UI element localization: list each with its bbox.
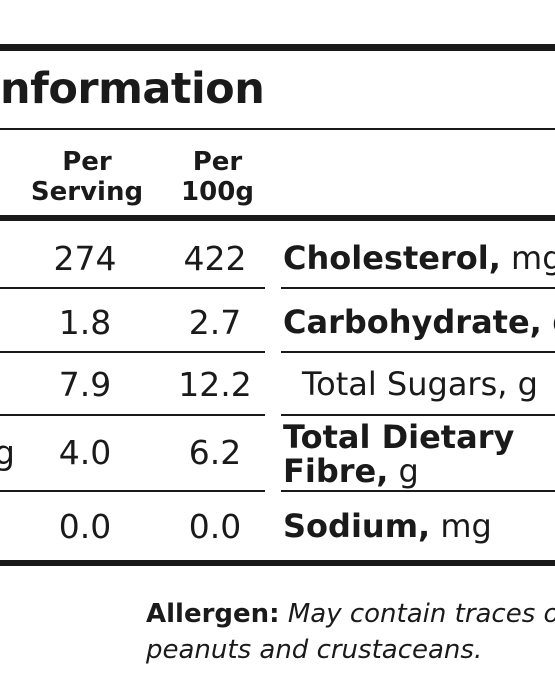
per-100g-header-line1: Per bbox=[192, 147, 243, 177]
sodium-unit: mg bbox=[430, 507, 492, 545]
total-sugars-text: Total Sugars, g bbox=[302, 365, 538, 403]
row4-serving-value: 4.0 bbox=[58, 433, 112, 472]
allergen-text-line1: May contain traces of bbox=[279, 599, 555, 629]
row3-serving-value: 7.9 bbox=[58, 365, 112, 404]
dietary-fibre-name-line1: Total Dietary bbox=[283, 418, 515, 456]
row2-serving-value: 1.8 bbox=[58, 303, 112, 342]
carbohydrate-unit: g bbox=[542, 303, 555, 341]
row4-per100-value: 6.2 bbox=[188, 433, 242, 472]
per-serving-header-line2: Serving bbox=[30, 177, 144, 207]
dietary-fibre-name-line2: Fibre, bbox=[283, 452, 389, 490]
dietary-fibre-label: Total Dietary Fibre, g bbox=[283, 420, 514, 488]
allergen-text-line2: peanuts and crustaceans. bbox=[146, 635, 483, 665]
row-divider-3-left bbox=[0, 414, 265, 416]
row1-per100-value: 422 bbox=[183, 239, 247, 278]
total-sugars-label: Total Sugars, g bbox=[302, 365, 538, 403]
row-divider-1-right bbox=[281, 287, 555, 289]
cholesterol-label: Cholesterol, mg bbox=[283, 239, 555, 277]
row-divider-2-left bbox=[0, 351, 265, 353]
per-100g-header: Per 100g bbox=[170, 147, 265, 207]
row4-partial-label: g bbox=[0, 433, 15, 472]
row-divider-4-left bbox=[0, 490, 265, 492]
dietary-fibre-unit: g bbox=[388, 452, 419, 490]
title-divider bbox=[0, 128, 555, 130]
row-divider-3-right bbox=[281, 414, 555, 416]
row2-per100-value: 2.7 bbox=[188, 303, 242, 342]
row3-per100-value: 12.2 bbox=[178, 365, 252, 404]
row1-serving-value: 274 bbox=[53, 239, 117, 278]
sodium-name: Sodium, bbox=[283, 507, 431, 545]
carbohydrate-label: Carbohydrate, g bbox=[283, 303, 555, 341]
cholesterol-unit: mg bbox=[511, 239, 555, 277]
row5-serving-value: 0.0 bbox=[58, 507, 112, 546]
row5-per100-value: 0.0 bbox=[188, 507, 242, 546]
row-divider-4-right bbox=[281, 490, 555, 492]
sodium-label: Sodium, mg bbox=[283, 507, 492, 545]
bottom-border bbox=[0, 560, 555, 566]
per-100g-header-line2: 100g bbox=[181, 177, 254, 207]
row-divider-1-left bbox=[0, 287, 265, 289]
per-serving-header: Per Serving bbox=[22, 147, 152, 207]
row-divider-2-right bbox=[281, 351, 555, 353]
panel-title: nformation bbox=[0, 64, 265, 114]
carbohydrate-name: Carbohydrate, bbox=[283, 303, 542, 341]
cholesterol-name: Cholesterol, bbox=[283, 239, 501, 277]
allergen-label: Allergen: bbox=[146, 599, 280, 629]
header-divider bbox=[0, 215, 555, 221]
per-serving-header-line1: Per bbox=[62, 147, 112, 177]
allergen-statement: Allergen: May contain traces of peanuts … bbox=[146, 596, 555, 668]
top-border bbox=[0, 44, 555, 51]
